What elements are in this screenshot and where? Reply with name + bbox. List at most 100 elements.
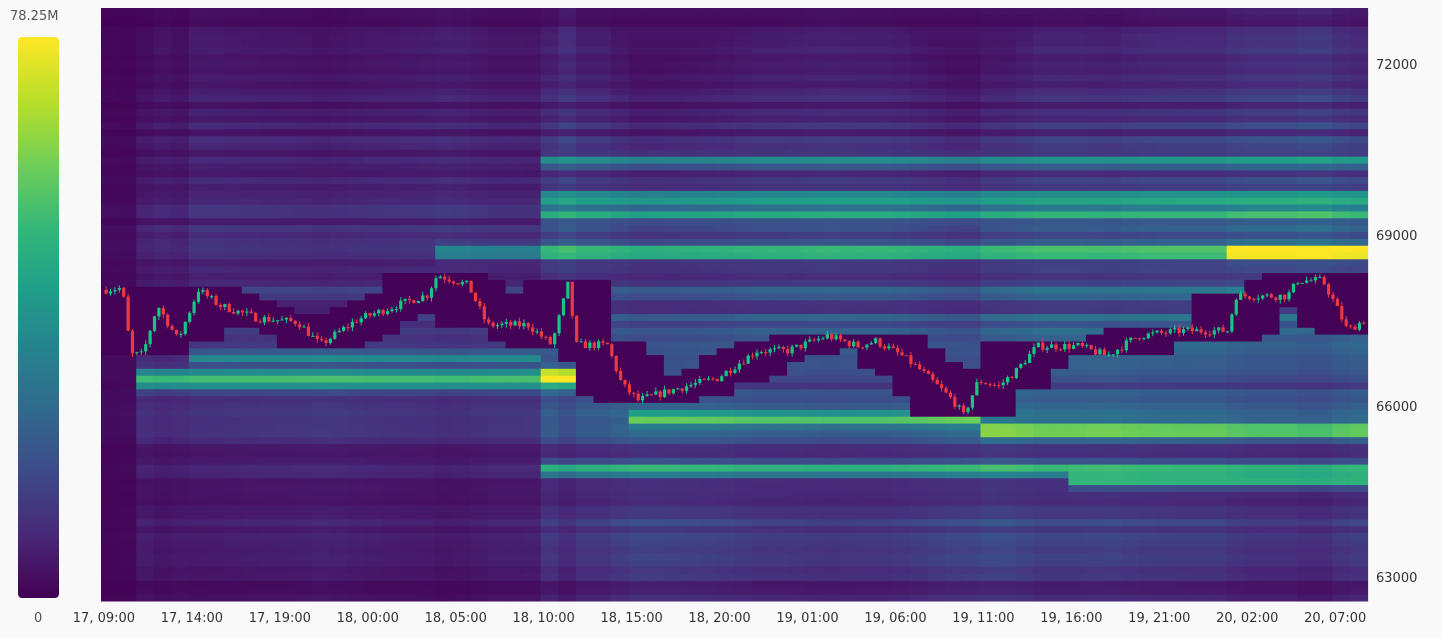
heatmap-cell — [962, 320, 982, 328]
heatmap-cell — [488, 375, 507, 383]
heatmap-cell — [910, 409, 929, 417]
heatmap-cell — [470, 409, 489, 417]
heatmap-cell — [118, 46, 137, 55]
heatmap-cell — [488, 587, 507, 595]
heatmap-cell — [276, 436, 296, 445]
heatmap-cell — [488, 361, 507, 369]
heatmap-cell — [787, 306, 806, 315]
heatmap-cell — [558, 94, 577, 102]
heatmap-cell — [224, 128, 243, 137]
heatmap-cell — [400, 457, 419, 465]
heatmap-cell — [435, 26, 454, 34]
heatmap-cell — [400, 26, 419, 34]
heatmap-cell — [118, 450, 137, 458]
heatmap-cell — [839, 450, 858, 458]
heatmap-cell — [1086, 217, 1105, 226]
heatmap-cell — [118, 388, 137, 397]
heatmap-cell — [611, 149, 630, 157]
heatmap-cell — [382, 341, 401, 349]
heatmap-cell — [787, 546, 806, 554]
heatmap-cell — [716, 197, 735, 205]
heatmap-cell — [681, 450, 700, 458]
heatmap-cell — [857, 402, 876, 410]
heatmap-cell — [1033, 245, 1052, 253]
heatmap-cell — [435, 101, 454, 109]
heatmap-cell — [593, 539, 612, 547]
heatmap-cell — [452, 505, 471, 513]
heatmap-cell — [276, 416, 296, 424]
heatmap-cell — [787, 491, 806, 499]
heatmap-cell — [347, 573, 366, 581]
heatmap-cell — [593, 176, 612, 185]
heatmap-cell — [892, 197, 911, 205]
heatmap-cell — [998, 163, 1017, 171]
heatmap-cell — [822, 457, 841, 465]
heatmap-cell — [1068, 457, 1087, 465]
heatmap-cell — [1033, 163, 1052, 171]
heatmap-cell — [276, 457, 296, 465]
heatmap-cell — [980, 197, 999, 205]
heatmap-cell — [575, 539, 595, 547]
heatmap-cell — [839, 553, 858, 561]
heatmap-cell — [435, 163, 454, 171]
heatmap-cell — [435, 94, 454, 102]
heatmap-cell — [839, 587, 858, 595]
heatmap-cell — [417, 464, 436, 472]
heatmap-cell — [857, 525, 876, 533]
heatmap-cell — [646, 375, 665, 383]
heatmap-cell — [1050, 580, 1069, 588]
heatmap-cell — [523, 217, 542, 226]
heatmap-cell — [224, 217, 243, 226]
heatmap-cell — [980, 128, 999, 137]
heatmap-cell — [1103, 559, 1122, 568]
heatmap-cell — [593, 553, 612, 561]
heatmap-cell — [1050, 252, 1069, 260]
heatmap-cell — [787, 477, 806, 486]
heatmap-cell — [312, 546, 331, 554]
heatmap-cell — [417, 491, 436, 499]
heatmap-cell — [241, 546, 260, 554]
heatmap-cell — [804, 416, 823, 424]
heatmap-cell — [1050, 122, 1069, 130]
heatmap-cell — [998, 477, 1017, 486]
heatmap-cell — [892, 299, 911, 308]
heatmap-cell — [523, 525, 542, 533]
heatmap-cell — [787, 347, 806, 356]
heatmap-cell — [382, 293, 401, 301]
heatmap-cell — [206, 197, 225, 205]
heatmap-cell — [910, 224, 929, 232]
heatmap-cell — [1068, 190, 1087, 198]
heatmap-cell — [593, 395, 612, 403]
heatmap-cell — [681, 94, 700, 102]
heatmap-cell — [1015, 115, 1034, 123]
heatmap-cell — [980, 559, 999, 568]
heatmap-cell — [153, 299, 172, 308]
heatmap-cell — [1015, 46, 1034, 55]
heatmap-cell — [153, 553, 172, 561]
heatmap-cell — [1103, 471, 1122, 479]
heatmap-cell — [734, 443, 753, 451]
heatmap-cell — [1033, 238, 1052, 246]
heatmap-cell — [382, 313, 401, 321]
heatmap-cell — [118, 122, 137, 130]
heatmap-cell — [540, 279, 559, 287]
heatmap-cell — [875, 163, 894, 171]
heatmap-cell — [540, 587, 559, 595]
heatmap-cell — [153, 245, 172, 253]
heatmap-cell — [663, 498, 683, 506]
heatmap-cell — [1068, 204, 1087, 212]
heatmap-cell — [962, 122, 982, 130]
heatmap-cell — [1050, 491, 1069, 499]
heatmap-cell — [347, 149, 366, 157]
heatmap-cell — [488, 163, 507, 171]
heatmap-cell — [312, 299, 331, 308]
heatmap-cell — [540, 156, 559, 164]
heatmap-cell — [611, 327, 630, 335]
heatmap-cell — [558, 197, 577, 205]
heatmap-cell — [910, 258, 929, 267]
heatmap-cell — [787, 176, 806, 185]
heatmap-cell — [452, 252, 471, 260]
heatmap-cell — [294, 361, 313, 369]
heatmap-cell — [118, 382, 137, 390]
heatmap-cell — [241, 115, 260, 123]
